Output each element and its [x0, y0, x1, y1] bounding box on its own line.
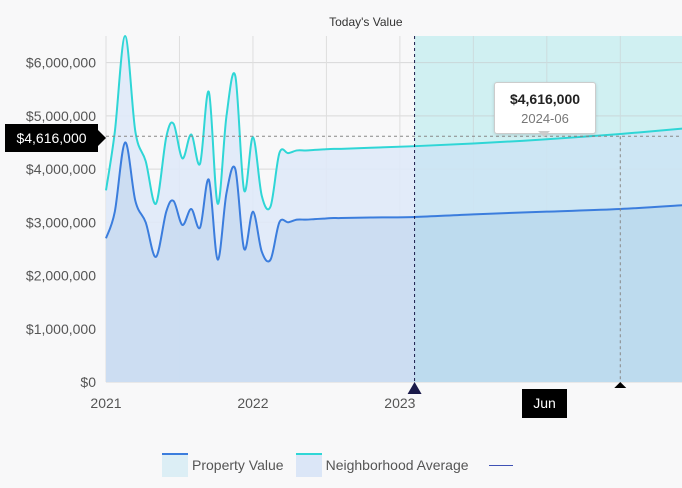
y-tick-label-5: $5,000,000	[26, 108, 96, 124]
x-tick-label-1: 2022	[237, 395, 268, 411]
y-crosshair-badge: $4,616,000	[5, 124, 98, 152]
today-label: Today's Value	[329, 15, 403, 29]
legend-item-neighborhood-average[interactable]: Neighborhood Average	[295, 453, 469, 477]
tooltip-date: 2024-06	[521, 111, 569, 126]
legend-swatch-property-value	[162, 453, 188, 477]
x-tick-label-2: 2023	[384, 395, 415, 411]
value-tooltip: $4,616,000 2024-06	[494, 82, 596, 134]
legend-swatch-neighborhood-average	[295, 453, 322, 477]
y-tick-label-3: $3,000,000	[26, 214, 96, 230]
legend-line-marker	[488, 464, 513, 466]
y-badge-pointer	[98, 130, 106, 146]
tooltip-value: $4,616,000	[509, 91, 581, 107]
series-line-neighborhood-average	[105, 34, 682, 211]
legend-label-neighborhood-average: Neighborhood Average	[325, 457, 469, 473]
y-tick-label-4: $4,000,000	[26, 161, 96, 177]
series-line-property-value	[105, 141, 682, 263]
crosshair-x-pointer	[614, 382, 627, 388]
x-crosshair-badge: Jun	[522, 389, 567, 418]
y-tick-label-0: $0	[80, 374, 96, 390]
legend-label-property-value: Property Value	[192, 457, 284, 473]
tooltip-pointer	[538, 131, 550, 137]
chart-legend: Property Value Neighborhood Average	[162, 452, 513, 478]
area-property-value	[106, 142, 682, 382]
y-tick-label-6: $6,000,000	[26, 55, 96, 71]
legend-item-property-value[interactable]: Property Value	[162, 453, 284, 477]
y-tick-label-1: $1,000,000	[26, 321, 96, 337]
today-marker	[407, 382, 422, 394]
y-tick-label-2: $2,000,000	[26, 268, 96, 284]
x-tick-label-0: 2021	[90, 395, 121, 411]
